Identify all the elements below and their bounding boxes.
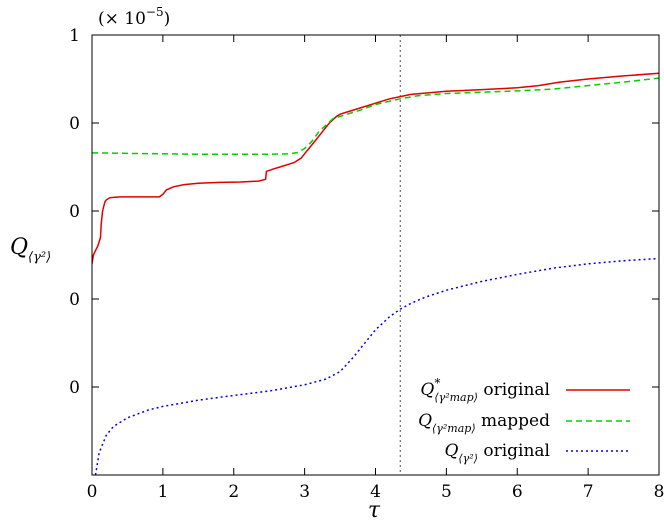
labels-layer: (× 10−5) Q⟨γ²⟩ τ: [10, 5, 381, 523]
legend-name: mapped: [476, 411, 550, 431]
x-tick-label: 0: [87, 482, 98, 502]
plot-frame: [91, 34, 660, 476]
series-line-2: [92, 77, 659, 155]
x-tick-label: 1: [157, 482, 168, 502]
legend-subscript: ⟨γ²map⟩: [434, 391, 478, 404]
legend-subscript: ⟨γ²map⟩: [432, 422, 476, 435]
legend-star: *: [434, 376, 440, 390]
multiplier-label: (× 10−5): [98, 5, 170, 29]
y-axis-label-subscript: ⟨γ²⟩: [28, 250, 51, 265]
multiplier-exponent: −5: [146, 5, 164, 19]
x-axis-label: τ: [368, 498, 381, 523]
legend-symbol: Q: [420, 380, 434, 400]
legend-entry-2: Q⟨γ²map⟩ mapped: [418, 411, 550, 435]
y-tick-label: 0: [69, 378, 80, 398]
x-tick-label: 3: [299, 482, 310, 502]
legend-subscript: ⟨γ²⟩: [458, 452, 478, 465]
series-layer: [92, 35, 659, 475]
x-tick-label: 2: [228, 482, 239, 502]
legend-name: original: [478, 441, 550, 461]
x-tick-label: 8: [654, 482, 664, 502]
legend-symbol: Q: [418, 411, 432, 431]
legend-entry-3: Q⟨γ²⟩ original: [444, 441, 550, 465]
x-tick-label: 4: [370, 482, 381, 502]
series-line-3: [94, 257, 659, 475]
x-tick-label: 5: [441, 482, 452, 502]
y-tick-label: 0: [69, 290, 80, 310]
y-tick-label: 0: [69, 202, 80, 222]
y-axis-label: Q⟨γ²⟩: [10, 235, 51, 265]
x-tick-label: 7: [583, 482, 594, 502]
axes-layer: 0 1 2 3 4 5 6 7 8 0 0 0 0 1: [69, 26, 664, 502]
y-tick-label: 1: [69, 26, 80, 46]
x-tick-label: 6: [512, 482, 523, 502]
legend-entry-1: Q* ⟨γ²map⟩ original: [420, 376, 550, 404]
legend-symbol: Q: [444, 441, 458, 461]
y-tick-label: 0: [69, 114, 80, 134]
series-line-1: [92, 72, 659, 264]
legend-name: original: [478, 380, 550, 400]
